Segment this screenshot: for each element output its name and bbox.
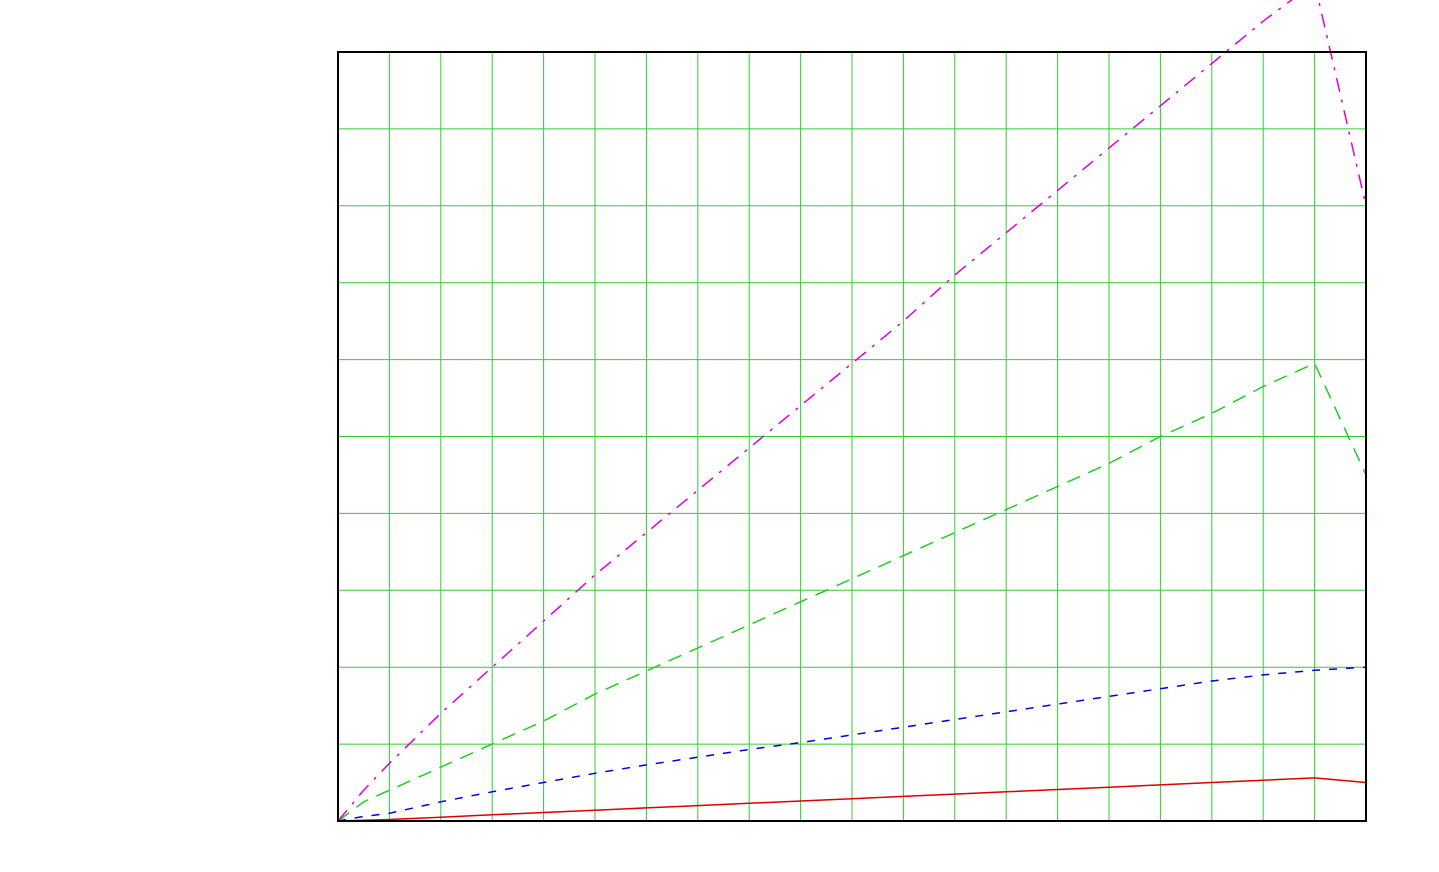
series-line-1 [337, 777, 1367, 822]
series-lines [337, 0, 1367, 822]
series-line-2 [337, 666, 1367, 822]
series-line-4 [337, 0, 1367, 822]
plot-frame [337, 51, 1367, 822]
series-line-3 [337, 362, 1367, 822]
grid [338, 52, 1366, 821]
